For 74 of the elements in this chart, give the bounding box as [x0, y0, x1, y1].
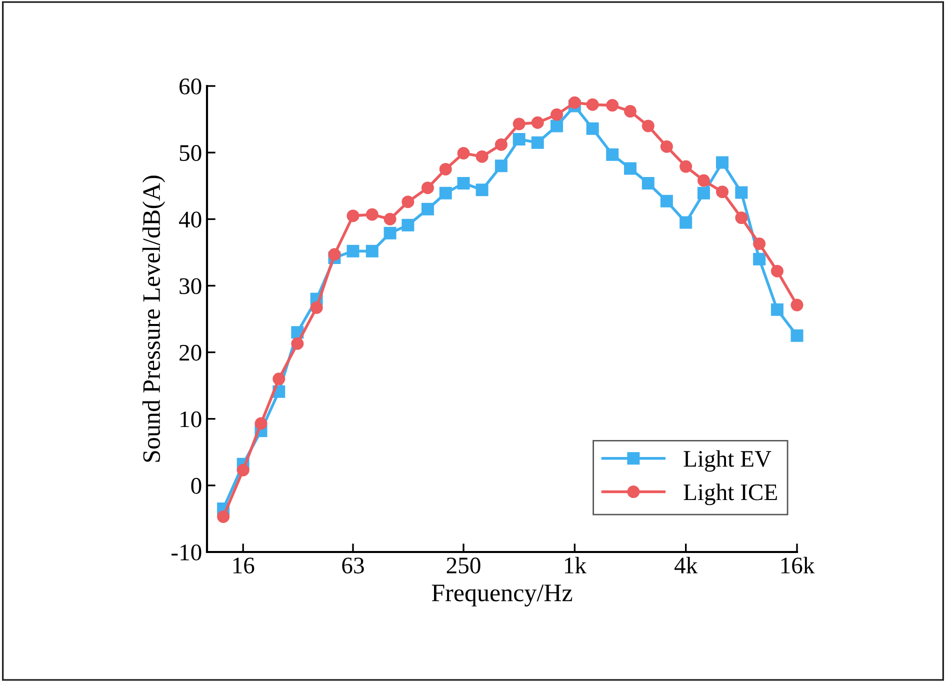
point	[366, 208, 378, 221]
x-tick-label: 1k	[564, 556, 586, 574]
point	[236, 464, 250, 476]
y-tick-label: 50	[180, 145, 202, 161]
y-tick-label: 20	[180, 344, 202, 361]
point	[735, 186, 748, 199]
point	[606, 148, 619, 161]
point	[291, 337, 304, 350]
point	[346, 244, 360, 258]
point	[310, 301, 323, 314]
point	[346, 210, 360, 222]
point	[217, 510, 230, 523]
x-axis-title: Frequency/Hz	[432, 584, 572, 606]
point	[586, 98, 599, 111]
point	[457, 146, 470, 160]
y-tick-label: 40	[178, 212, 202, 228]
point	[586, 122, 599, 135]
point	[697, 174, 710, 187]
point	[402, 218, 414, 232]
point	[550, 120, 564, 132]
y-tick-label: 10	[180, 411, 202, 428]
point	[660, 140, 673, 153]
point	[531, 116, 544, 129]
point	[328, 248, 341, 261]
point	[254, 417, 268, 430]
point	[753, 238, 766, 250]
point	[624, 162, 637, 175]
point	[642, 176, 654, 190]
point	[494, 138, 508, 151]
point	[716, 186, 729, 198]
point	[770, 264, 784, 278]
point	[272, 372, 286, 386]
point	[384, 212, 396, 226]
y-tick-label: 60	[180, 78, 202, 94]
point	[680, 216, 692, 229]
point	[568, 96, 581, 109]
point	[421, 182, 434, 194]
point	[770, 303, 784, 316]
point	[550, 108, 564, 121]
point	[642, 120, 654, 132]
point	[735, 212, 748, 224]
legend-label: Light EV	[684, 450, 772, 472]
y-tick-label: -10	[172, 544, 202, 560]
point	[512, 118, 526, 130]
point	[697, 186, 710, 200]
legend-label: Light ICE	[684, 484, 777, 506]
y-tick-label: 0	[191, 478, 202, 494]
y-tick-label: 30	[180, 278, 202, 294]
x-tick-label: 16	[233, 558, 254, 574]
point	[790, 298, 804, 312]
point	[421, 202, 434, 216]
point	[716, 156, 729, 169]
x-tick-label: 16k	[781, 556, 815, 574]
point	[531, 136, 544, 149]
point	[660, 194, 673, 208]
point	[753, 252, 766, 266]
point	[494, 160, 508, 172]
x-tick-label: 63	[342, 558, 364, 574]
point	[457, 176, 470, 190]
x-tick-label: 4k	[674, 556, 698, 574]
point	[366, 244, 378, 258]
x-tick-label: 250	[446, 558, 480, 574]
point	[384, 226, 396, 240]
point	[512, 133, 526, 146]
point	[439, 186, 452, 200]
point	[624, 105, 637, 118]
y-axis-title: Sound Pressure Level/dB(A)	[142, 176, 166, 462]
point	[402, 196, 414, 208]
point	[606, 99, 619, 112]
point	[476, 150, 488, 163]
point	[790, 329, 804, 342]
point	[439, 162, 452, 176]
point	[476, 184, 488, 196]
point	[680, 160, 692, 173]
